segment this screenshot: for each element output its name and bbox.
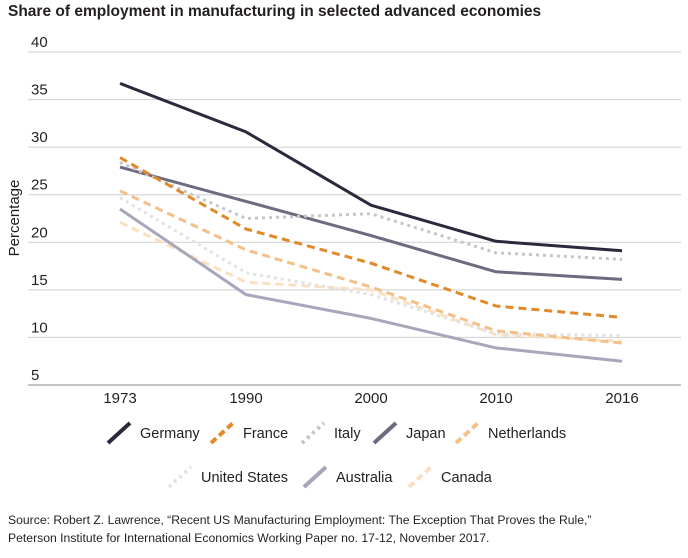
legend-swatch: [302, 465, 328, 489]
y-tick-label: 5: [31, 367, 39, 384]
y-tick-label: 35: [31, 82, 48, 99]
series-line-united-states: [119, 196, 623, 337]
series-line-japan: [119, 165, 623, 281]
legend-swatch: [407, 465, 433, 489]
y-tick-label: 20: [31, 224, 48, 241]
legend-label: United States: [201, 470, 288, 486]
legend-label: Australia: [336, 470, 393, 486]
legend-label: Japan: [406, 426, 446, 442]
legend-item-germany: Germany: [106, 421, 200, 445]
legend-label: Italy: [334, 426, 361, 442]
y-tick-labels: 5 10 15 20 25 30 35 40: [31, 34, 48, 384]
series-line-france: [119, 156, 623, 319]
legend-label: Canada: [441, 470, 493, 486]
legend-swatch: [300, 421, 326, 445]
legend-swatch: [106, 421, 132, 445]
source-line-1: Source: Robert Z. Lawrence, “Recent US M…: [8, 513, 592, 527]
legend-swatch: [209, 421, 235, 445]
legend-swatch: [372, 421, 398, 445]
legend-item-netherlands: Netherlands: [454, 421, 566, 445]
x-tick-label: 2010: [479, 390, 512, 407]
line-chart: 5 10 15 20 25 30 35 40 1973 1990 2000 2010 2016 Per…: [6, 34, 681, 489]
series-lines: [119, 82, 623, 363]
y-tick-label: 30: [31, 129, 48, 146]
series-line-italy: [119, 161, 623, 261]
source-note: Source: Robert Z. Lawrence, “Recent US M…: [8, 511, 591, 547]
legend-item-japan: Japan: [372, 421, 446, 445]
y-tick-label: 15: [31, 272, 48, 289]
chart-title: Share of employment in manufacturing in …: [8, 3, 542, 20]
x-tick-label: 2016: [605, 390, 638, 407]
x-tick-label: 2000: [354, 390, 387, 407]
y-tick-label: 25: [31, 177, 48, 194]
series-line-germany: [119, 82, 623, 253]
series-line-australia: [119, 207, 623, 363]
legend: Germany France Italy Japan Netherlands United…: [106, 421, 566, 489]
legend-item-united-states: United States: [167, 465, 288, 489]
x-tick-label: 1973: [103, 390, 136, 407]
legend-item-france: France: [209, 421, 288, 445]
series-line-canada: [119, 220, 623, 343]
y-axis-label: Percentage: [6, 180, 23, 257]
legend-swatch: [167, 465, 193, 489]
x-tick-labels: 1973 1990 2000 2010 2016: [103, 390, 638, 407]
y-tick-label: 40: [31, 34, 48, 51]
legend-label: France: [243, 426, 288, 442]
y-tick-label: 10: [31, 319, 48, 336]
legend-swatch: [454, 421, 480, 445]
x-tick-label: 1990: [229, 390, 262, 407]
legend-item-canada: Canada: [407, 465, 493, 489]
source-line-2: Peterson Institute for International Eco…: [8, 531, 490, 545]
legend-item-italy: Italy: [300, 421, 361, 445]
legend-item-australia: Australia: [302, 465, 393, 489]
legend-label: Germany: [140, 426, 200, 442]
series-line-netherlands: [119, 189, 623, 345]
legend-label: Netherlands: [488, 426, 566, 442]
